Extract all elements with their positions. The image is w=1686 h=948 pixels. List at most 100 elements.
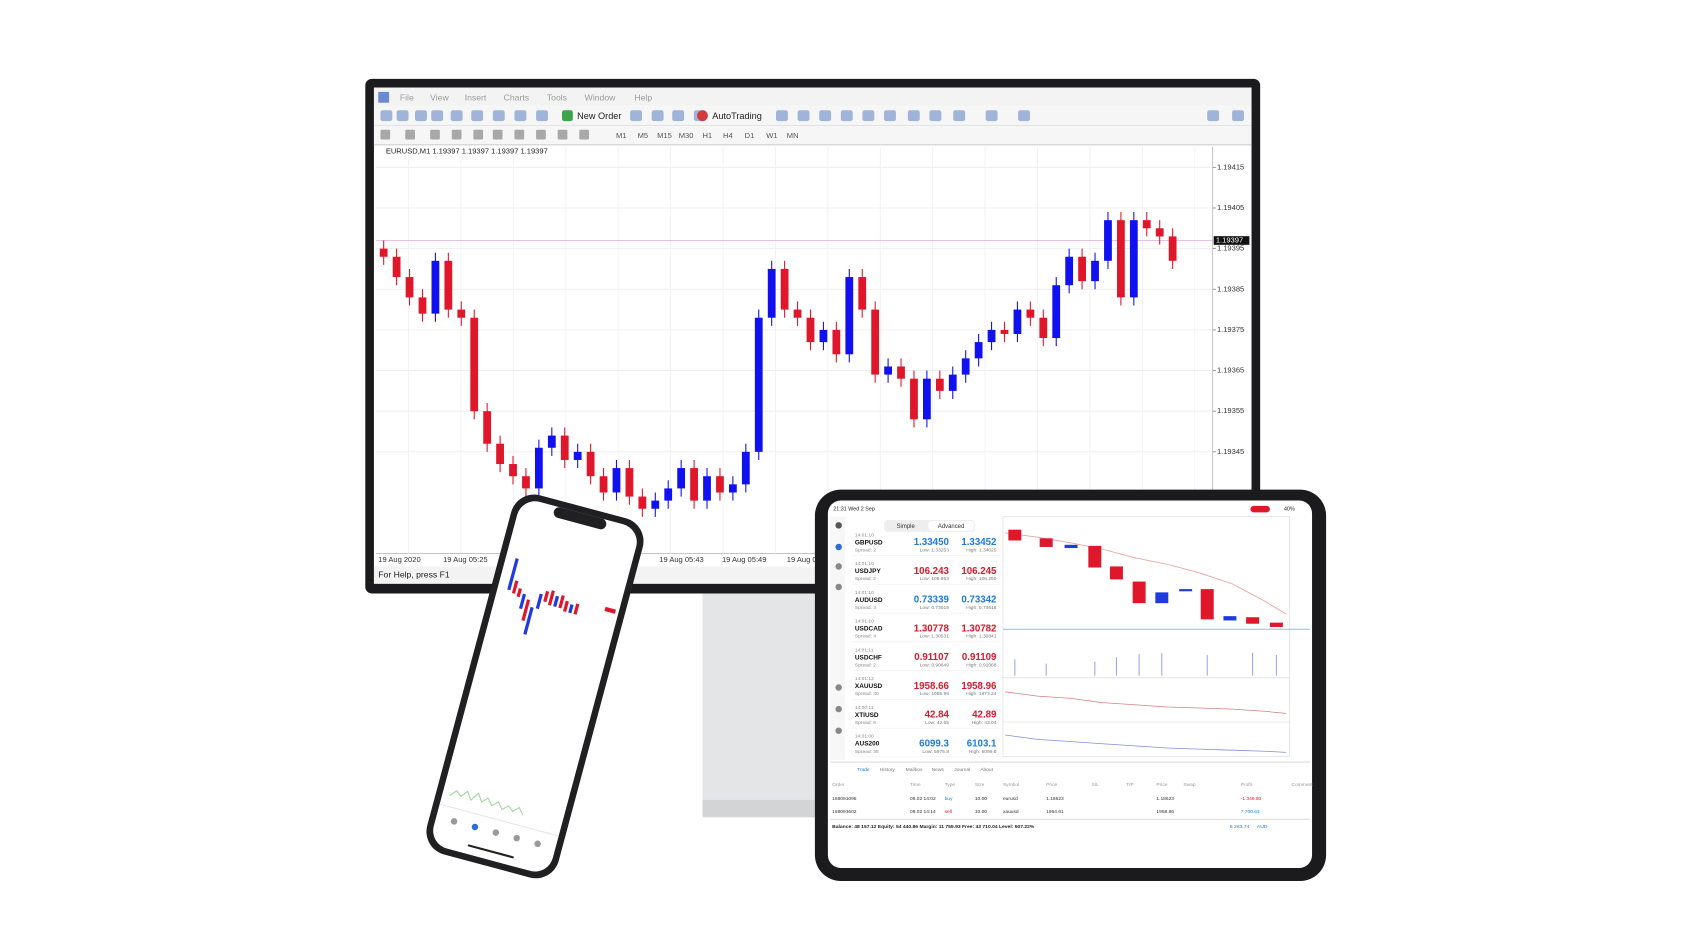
panel-tab[interactable]: History xyxy=(880,767,896,773)
tool-button[interactable] xyxy=(536,129,546,140)
toolbar-label[interactable]: New Order xyxy=(577,111,621,121)
quote-ask[interactable]: 106.245 xyxy=(961,566,997,577)
toolbar-button[interactable] xyxy=(630,110,642,122)
toolbar-button[interactable] xyxy=(492,110,505,122)
quote-ask[interactable]: 0.91109 xyxy=(962,652,997,663)
quote-bid[interactable]: 1.33450 xyxy=(914,537,949,548)
toolbar-button[interactable] xyxy=(415,110,427,122)
quote-ask[interactable]: 6103.1 xyxy=(967,738,997,749)
toolbar-button[interactable] xyxy=(471,110,484,122)
timeframe-button[interactable]: M15 xyxy=(657,131,672,140)
menu-item[interactable]: Insert xyxy=(465,93,487,103)
panel-tab[interactable]: About xyxy=(980,767,993,773)
toolbar-button[interactable] xyxy=(380,110,393,122)
sidebar-icon xyxy=(835,522,842,529)
new-order-icon[interactable] xyxy=(562,110,573,122)
quote-bid[interactable]: 42.84 xyxy=(925,710,950,721)
quote-ask[interactable]: 42.89 xyxy=(972,710,997,721)
phone-tab-icon[interactable] xyxy=(534,840,542,848)
toolbar-button[interactable] xyxy=(514,110,527,122)
toolbar-button[interactable] xyxy=(450,110,463,122)
toolbar-button[interactable] xyxy=(907,110,920,122)
mode-option[interactable]: Simple xyxy=(897,524,916,530)
tool-button[interactable] xyxy=(514,129,525,140)
quote-bid[interactable]: 1958.66 xyxy=(914,681,950,692)
autotrading-icon[interactable] xyxy=(697,110,708,122)
timeframe-button[interactable]: M1 xyxy=(616,131,626,140)
timeframe-button[interactable]: H1 xyxy=(703,131,713,140)
quote-bid[interactable]: 0.91107 xyxy=(914,652,949,663)
toolbar-button[interactable] xyxy=(884,110,896,122)
toolbar-button[interactable] xyxy=(536,110,548,122)
quote-ask[interactable]: 1.33452 xyxy=(961,537,997,548)
tool-button[interactable] xyxy=(405,129,416,140)
quote-bid[interactable]: 6099.3 xyxy=(919,738,949,749)
quote-symbol[interactable]: GBPUSD xyxy=(855,539,883,546)
toolbar-label[interactable]: AutoTrading xyxy=(712,111,762,121)
quote-symbol[interactable]: AUS200 xyxy=(855,741,880,748)
timeframe-button[interactable]: M5 xyxy=(638,131,648,140)
menu-item[interactable]: File xyxy=(400,93,414,103)
quote-bid[interactable]: 0.73339 xyxy=(914,595,950,606)
phone-tab-icon[interactable] xyxy=(513,834,521,842)
toolbar-button[interactable] xyxy=(1207,110,1220,122)
quote-symbol[interactable]: USDJPY xyxy=(855,568,882,575)
phone-tab-icon[interactable] xyxy=(471,823,479,831)
toolbar-button[interactable] xyxy=(1018,110,1030,122)
quote-bid[interactable]: 106.243 xyxy=(914,566,950,577)
table-cell: 09.02 14:02 xyxy=(910,796,936,802)
quote-spread: Spread: 2 xyxy=(855,576,876,582)
menu-item[interactable]: Tools xyxy=(547,93,567,103)
quote-symbol[interactable]: USDCHF xyxy=(855,654,882,661)
quote-bid[interactable]: 1.30778 xyxy=(914,623,950,634)
tool-button[interactable] xyxy=(557,129,568,140)
toolbar-button[interactable] xyxy=(396,110,409,122)
menu-item[interactable]: Help xyxy=(634,93,652,103)
menu-item[interactable]: View xyxy=(430,93,449,103)
tool-button[interactable] xyxy=(492,129,503,140)
toolbar-button[interactable] xyxy=(840,110,853,122)
quote-ask[interactable]: 0.73342 xyxy=(961,595,997,606)
quote-ask[interactable]: 1.30782 xyxy=(961,623,997,634)
tool-button[interactable] xyxy=(473,129,484,140)
panel-tab[interactable]: Journal xyxy=(954,767,970,773)
quote-symbol[interactable]: USDCAD xyxy=(855,626,883,633)
panel-tab[interactable]: News xyxy=(932,767,945,773)
candle-body xyxy=(379,248,388,257)
panel-tab[interactable]: Trade xyxy=(857,767,870,773)
phone-price-tag xyxy=(604,606,616,614)
timeframe-button[interactable]: D1 xyxy=(745,131,755,140)
toolbar-button[interactable] xyxy=(929,110,942,122)
moving-average xyxy=(1005,532,1287,615)
toolbar-button[interactable] xyxy=(1232,110,1244,122)
toolbar-button[interactable] xyxy=(651,110,664,122)
menu-item[interactable]: Window xyxy=(585,93,616,103)
tool-button[interactable] xyxy=(451,129,462,140)
toolbar-button[interactable] xyxy=(985,110,998,122)
phone-tab-icon[interactable] xyxy=(492,829,500,837)
table-header: Price xyxy=(1156,782,1167,788)
tool-button[interactable] xyxy=(430,129,440,140)
quote-ask[interactable]: 1958.96 xyxy=(961,681,997,692)
timeframe-button[interactable]: M30 xyxy=(679,131,694,140)
quote-symbol[interactable]: XTIUSD xyxy=(855,712,879,719)
toolbar-button[interactable] xyxy=(953,110,966,122)
quote-symbol[interactable]: AUDUSD xyxy=(855,597,883,604)
tool-button[interactable] xyxy=(380,129,391,140)
toolbar-button[interactable] xyxy=(431,110,444,122)
timeframe-button[interactable]: H4 xyxy=(723,131,733,140)
tool-button[interactable] xyxy=(579,129,590,140)
toolbar-button[interactable] xyxy=(775,110,788,122)
toolbar-button[interactable] xyxy=(862,110,875,122)
tablet-candle xyxy=(1109,566,1123,580)
timeframe-button[interactable]: W1 xyxy=(766,131,777,140)
phone-tab-icon[interactable] xyxy=(450,817,458,825)
toolbar-button[interactable] xyxy=(797,110,810,122)
timeframe-button[interactable]: MN xyxy=(787,131,799,140)
mode-option[interactable]: Advanced xyxy=(938,524,964,530)
toolbar-button[interactable] xyxy=(819,110,832,122)
menu-item[interactable]: Charts xyxy=(504,93,529,103)
quote-symbol[interactable]: XAUUSD xyxy=(855,683,883,690)
toolbar-button[interactable] xyxy=(672,110,685,122)
panel-tab[interactable]: Mailbox xyxy=(906,767,923,773)
